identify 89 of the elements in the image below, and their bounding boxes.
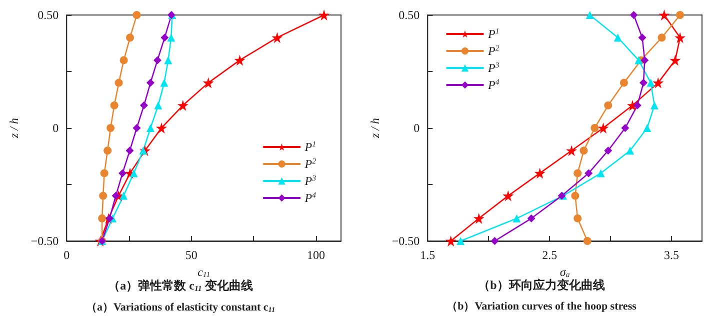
point xyxy=(146,124,154,132)
point xyxy=(118,169,127,178)
point xyxy=(598,122,609,134)
point xyxy=(139,146,148,155)
point xyxy=(658,10,670,20)
point xyxy=(620,78,628,87)
point xyxy=(104,146,112,155)
point xyxy=(590,124,599,132)
point xyxy=(160,78,168,87)
y-tick-label: −0.50 xyxy=(30,234,59,248)
point xyxy=(456,237,465,245)
point xyxy=(639,78,648,87)
point xyxy=(674,32,686,44)
point xyxy=(120,56,128,64)
point xyxy=(626,146,634,155)
point xyxy=(583,237,592,245)
point xyxy=(676,11,684,19)
point xyxy=(604,146,612,155)
point xyxy=(630,11,638,19)
point xyxy=(574,169,582,178)
point xyxy=(584,169,593,178)
point xyxy=(140,101,148,110)
point xyxy=(156,122,167,134)
point xyxy=(512,214,521,222)
point xyxy=(670,54,681,66)
x-tick-label: 0 xyxy=(64,248,70,262)
point xyxy=(106,124,115,132)
point xyxy=(596,169,605,178)
point xyxy=(490,237,499,245)
point xyxy=(566,145,578,156)
x-tick-label: 1.5 xyxy=(420,248,436,262)
point xyxy=(502,190,514,202)
point xyxy=(614,34,622,42)
point xyxy=(130,169,138,178)
point xyxy=(132,124,141,132)
y-tick-label: 0.50 xyxy=(398,8,420,22)
text: （b）Variation curves of the hoop stress xyxy=(446,300,638,312)
point xyxy=(167,34,176,42)
point xyxy=(652,77,664,88)
y-tick-label: 0 xyxy=(414,121,420,135)
point xyxy=(580,146,588,155)
point xyxy=(650,101,658,110)
text: （b）环向应力变化曲线 xyxy=(478,278,605,292)
point xyxy=(202,77,214,88)
point xyxy=(99,192,108,200)
point xyxy=(586,11,594,19)
point xyxy=(473,212,484,224)
point xyxy=(146,78,154,87)
point xyxy=(126,146,134,155)
y-axis-title: z / h xyxy=(368,118,382,140)
point xyxy=(658,34,666,42)
point xyxy=(640,56,649,64)
point xyxy=(132,11,141,19)
point xyxy=(120,192,128,200)
point xyxy=(272,32,283,44)
point xyxy=(153,56,162,64)
point xyxy=(177,100,188,111)
y-tick-label: 0 xyxy=(52,121,59,135)
point xyxy=(574,214,582,222)
point xyxy=(445,236,456,246)
y-tick-label: −0.50 xyxy=(392,234,420,248)
point xyxy=(160,34,169,42)
point xyxy=(106,214,114,222)
point xyxy=(164,56,172,64)
point xyxy=(643,124,652,132)
point xyxy=(646,78,655,87)
point xyxy=(126,34,134,42)
point xyxy=(571,192,580,200)
y-tick-label: 0.50 xyxy=(38,8,59,22)
point xyxy=(633,101,642,110)
y-axis-title: z / h xyxy=(7,118,21,140)
point xyxy=(114,78,123,87)
point xyxy=(318,10,330,20)
point xyxy=(621,124,630,132)
point xyxy=(527,214,536,222)
point xyxy=(154,101,162,110)
x-tick-label: 100 xyxy=(307,248,326,262)
point xyxy=(234,54,246,66)
point xyxy=(634,56,643,64)
point xyxy=(604,101,612,110)
point xyxy=(534,168,546,179)
x-tick-label: 2.5 xyxy=(542,248,558,262)
point xyxy=(98,214,106,222)
x-tick-label: 3.5 xyxy=(664,248,680,262)
x-tick-label: 50 xyxy=(185,248,198,262)
point xyxy=(638,34,646,42)
point xyxy=(100,169,108,178)
point xyxy=(110,101,118,110)
point xyxy=(112,192,120,200)
